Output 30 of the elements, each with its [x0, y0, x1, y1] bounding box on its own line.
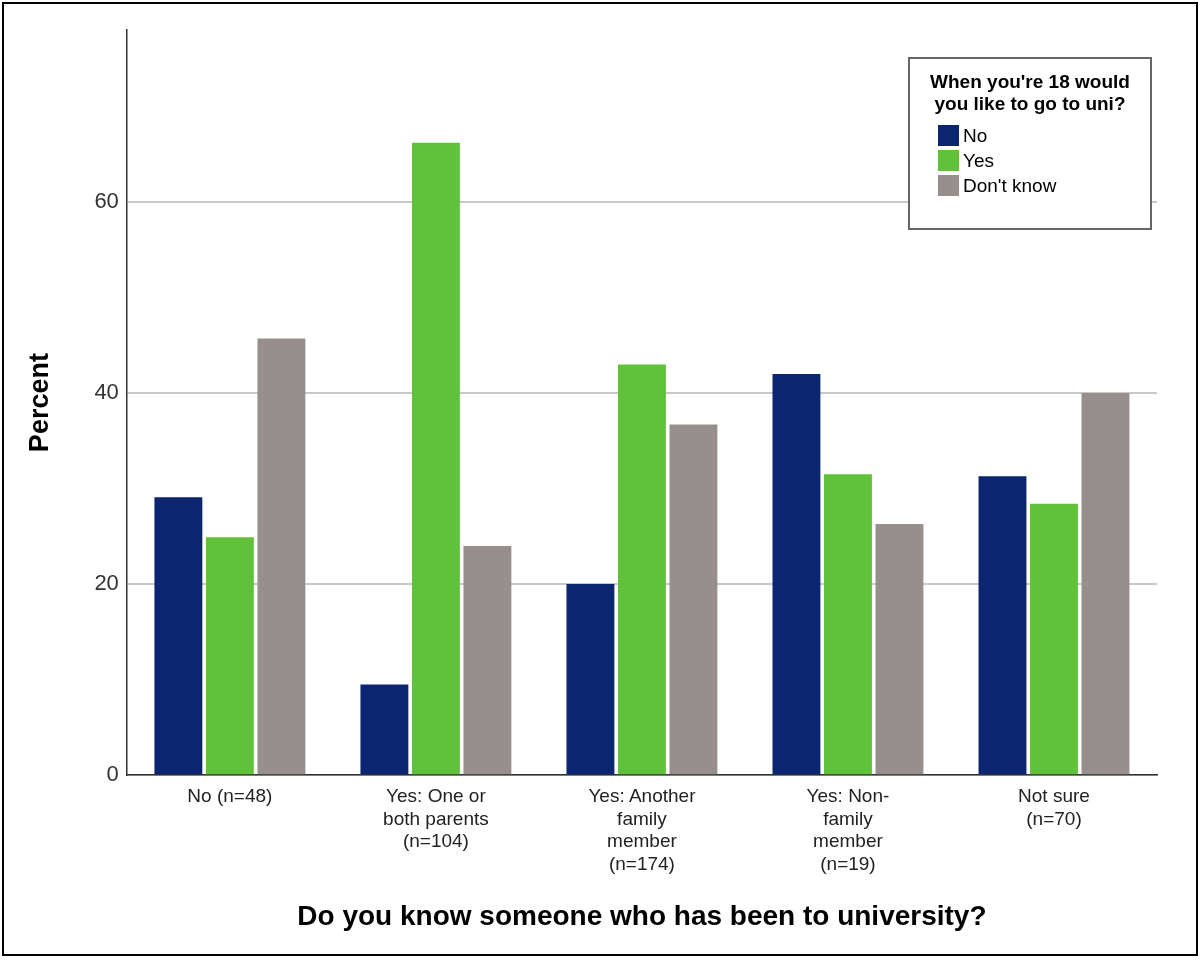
bar [1081, 393, 1130, 775]
x-tick-label: No (n=48) [187, 784, 273, 806]
legend-label: No [963, 124, 988, 147]
bar [205, 537, 254, 775]
legend-label: Yes [963, 149, 994, 172]
y-tick-label: 40 [94, 379, 119, 405]
bar [772, 373, 821, 775]
x-tick-label: Yes: Another family member (n=174) [588, 784, 697, 875]
bar [824, 474, 872, 775]
y-tick-label: 20 [94, 570, 119, 596]
x-tick-label: Not sure (n=70) [1018, 784, 1090, 829]
x-tick-label: Yes: One or both parents (n=104) [383, 784, 489, 852]
y-axis-title: Percent [23, 353, 54, 453]
legend-title: When you're 18 would you like to go to uni? [929, 71, 1131, 115]
y-tick-label: 0 [106, 761, 119, 787]
bar [669, 424, 718, 775]
y-tick-label: 60 [94, 188, 119, 214]
x-axis-title: Do you know someone who has been to university? [297, 899, 987, 931]
bar [463, 545, 512, 775]
bar [875, 523, 924, 775]
bar [360, 684, 409, 775]
bar [154, 497, 203, 775]
bar [411, 142, 460, 775]
bar [1030, 503, 1078, 775]
legend-label: Don't know [963, 174, 1057, 197]
bar [257, 338, 306, 775]
bar [566, 584, 615, 775]
bar [978, 476, 1027, 775]
x-tick-label: Yes: Non- family member (n=19) [806, 784, 890, 875]
bar [617, 364, 666, 775]
